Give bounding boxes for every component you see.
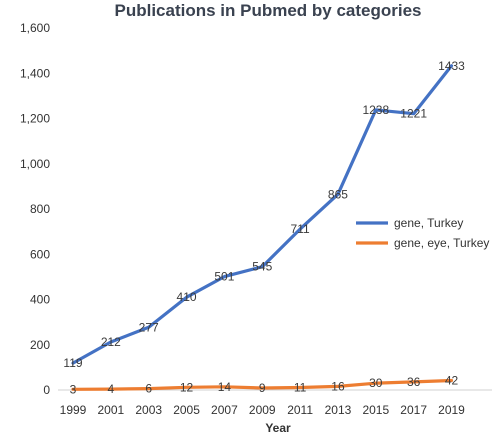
data-label: 36 xyxy=(407,375,421,389)
chart-title: Publications in Pubmed by categories xyxy=(114,1,421,20)
data-label: 4 xyxy=(108,382,115,396)
x-tick-label: 2009 xyxy=(249,403,276,417)
data-label: 865 xyxy=(328,187,348,201)
data-label: 9 xyxy=(259,381,266,395)
x-tick-label: 2017 xyxy=(400,403,427,417)
data-label: 711 xyxy=(291,222,310,236)
legend: gene, Turkey gene, eye, Turkey xyxy=(356,216,489,250)
data-label: 277 xyxy=(139,320,159,334)
data-label: 1433 xyxy=(438,59,465,73)
x-axis-label: Year xyxy=(265,421,291,435)
x-tick-label: 2011 xyxy=(287,403,313,417)
x-tick-label: 1999 xyxy=(60,403,87,417)
data-label: 12 xyxy=(180,380,194,394)
data-label: 212 xyxy=(101,335,121,349)
data-label: 501 xyxy=(214,270,234,284)
x-tick-label: 2019 xyxy=(438,403,465,417)
x-tick-label: 2015 xyxy=(362,403,389,417)
data-label: 14 xyxy=(218,380,232,394)
data-label: 42 xyxy=(445,373,459,387)
y-tick-label: 400 xyxy=(30,293,50,307)
x-tick-label: 2007 xyxy=(211,403,238,417)
data-label: 410 xyxy=(177,290,197,304)
x-tick-label: 2013 xyxy=(325,403,352,417)
data-label: 11 xyxy=(294,381,307,395)
data-label: 545 xyxy=(252,260,272,274)
series-layer xyxy=(71,64,454,391)
y-tick-label: 600 xyxy=(30,247,50,261)
data-label: 119 xyxy=(63,356,82,370)
series-line-2 xyxy=(71,378,454,391)
legend-label: gene, eye, Turkey xyxy=(394,236,489,250)
data-label: 30 xyxy=(369,376,383,390)
y-tick-label: 200 xyxy=(30,338,50,352)
x-tick-label: 2005 xyxy=(173,403,200,417)
y-tick-label: 0 xyxy=(43,383,50,397)
data-label: 1221 xyxy=(400,107,427,121)
y-tick-label: 1,200 xyxy=(20,112,50,126)
y-tick-label: 800 xyxy=(30,202,50,216)
data-label: 3 xyxy=(70,382,77,396)
data-label: 1238 xyxy=(362,103,389,117)
y-tick-label: 1,600 xyxy=(20,21,50,35)
x-axis-ticks: 1999 2001 2003 2005 2007 2009 2011 2013 2015 2017… xyxy=(60,403,466,417)
y-tick-label: 1,400 xyxy=(20,66,50,80)
legend-label: gene, Turkey xyxy=(394,216,463,230)
data-label: 16 xyxy=(331,379,345,393)
data-label: 6 xyxy=(145,382,152,396)
y-axis-ticks: 0 200 400 600 800 1,000 1,200 1,400 1,600 xyxy=(20,21,50,397)
x-tick-label: 2003 xyxy=(135,403,162,417)
series-line-1 xyxy=(71,64,454,365)
y-tick-label: 1,000 xyxy=(20,157,50,171)
x-tick-label: 2001 xyxy=(97,403,124,417)
